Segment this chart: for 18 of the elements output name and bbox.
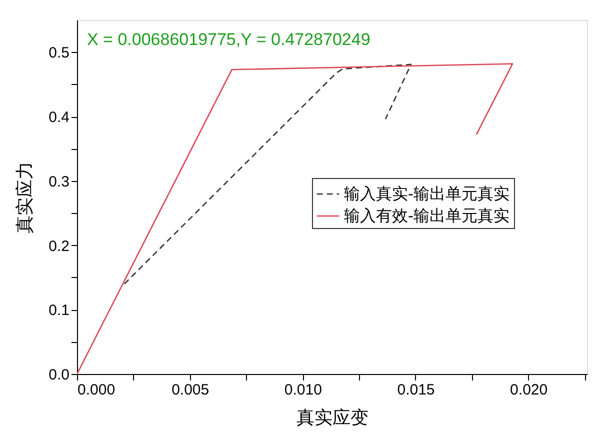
x-tick-label: 0.010	[284, 382, 322, 398]
annotation: X = 0.00686019775,Y = 0.472870249	[87, 30, 370, 49]
y-axis-title: 真实应力	[14, 162, 36, 234]
y-tick-label: 0.2	[48, 238, 70, 255]
x-axis-title: 真实应变	[296, 408, 368, 428]
x-tick-label: 0.005	[172, 382, 210, 398]
text: 0.000	[78, 382, 116, 398]
y-tick-label: 0.5	[48, 44, 70, 62]
x-tick-label: 0.015	[397, 382, 435, 398]
y-tick-label: 0.4	[48, 109, 70, 126]
y-tick-label: 0.0	[48, 366, 70, 384]
y-tick-label: 0.1	[48, 302, 70, 320]
line-series	[77, 63, 514, 374]
y-tick-label: 0.3	[48, 173, 70, 190]
legend-label: 输入真实-输出单元真实	[344, 184, 510, 203]
line-series	[124, 64, 412, 285]
legend-label: 输入有效-输出单元真实	[344, 206, 510, 225]
x-tick-label: 0.020	[510, 382, 548, 398]
